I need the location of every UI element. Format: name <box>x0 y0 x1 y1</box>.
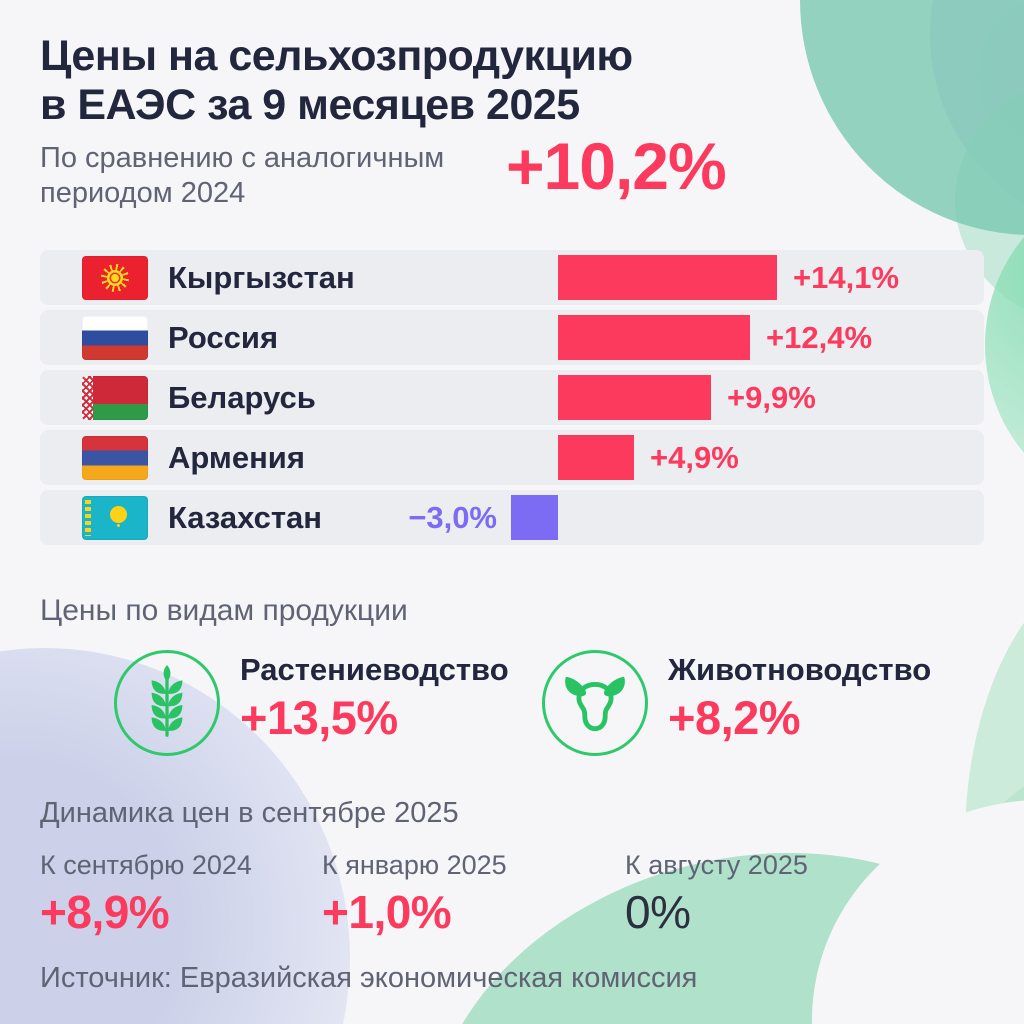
comparison-subtitle-line2: периодом 2024 <box>40 177 246 209</box>
product-name: Животноводство <box>668 652 932 687</box>
bar-value-label: +4,9% <box>650 439 739 475</box>
mint-blob-lower-right <box>965 560 1024 1024</box>
dynamics-label: К январю 2025 <box>322 850 507 880</box>
page-title-line2: в ЕАЭС за 9 месяцев 2025 <box>40 81 580 129</box>
country-name: Армения <box>168 439 305 475</box>
bar-value-label: +12,4% <box>766 319 873 355</box>
belarus-flag-icon <box>82 376 148 420</box>
total-change-value: +10,2% <box>506 129 727 203</box>
page-title-line1: Цены на сельхозпродукцию <box>40 32 633 80</box>
page-title: Цены на сельхозпродукцию в ЕАЭС за 9 мес… <box>40 32 633 130</box>
source-note: Источник: Евразийская экономическая коми… <box>40 962 698 994</box>
armenia-flag-icon <box>82 436 148 480</box>
product-value: +13,5% <box>240 691 398 744</box>
dynamics-item: К сентябрю 2024 +8,9% <box>40 850 252 939</box>
dynamics-label: К августу 2025 <box>625 850 808 880</box>
country-row: Кыргызстан +14,1% <box>40 250 984 305</box>
dynamics-value: 0% <box>625 886 691 938</box>
bar-value-label: +14,1% <box>793 259 900 295</box>
product-name: Растениеводство <box>240 652 509 687</box>
teal-blob-top-right <box>800 0 1024 235</box>
dynamics-item: К январю 2025 +1,0% <box>322 850 507 939</box>
country-name: Беларусь <box>168 379 316 415</box>
negative-bar <box>511 495 558 540</box>
country-name: Казахстан <box>168 499 323 535</box>
kyrgyzstan-flag-icon <box>82 256 148 300</box>
positive-bar <box>558 375 711 420</box>
bar-value-label: −3,0% <box>408 499 497 535</box>
dynamics-value: +1,0% <box>322 886 452 938</box>
dynamics-label: К сентябрю 2024 <box>40 850 252 880</box>
country-row: Казахстан −3,0% <box>40 490 984 545</box>
dynamics-item: К августу 2025 0% <box>625 850 808 939</box>
russia-flag-icon <box>82 316 148 360</box>
country-row: Беларусь +9,9% <box>40 370 984 425</box>
green-blob-bottom-right <box>905 760 1024 1024</box>
white-bump-bottom-right <box>812 800 1024 1024</box>
cow-icon <box>542 650 648 756</box>
lavender-blob-top-right <box>930 0 1024 240</box>
comparison-subtitle-line1: По сравнению с аналогичным <box>40 142 445 174</box>
country-row: Армения +4,9% <box>40 430 984 485</box>
mint-blob-right-edge <box>985 180 1024 510</box>
bar-value-label: +9,9% <box>727 379 816 415</box>
comparison-subtitle: По сравнению с аналогичным периодом 2024 <box>40 141 444 211</box>
country-row: Россия +12,4% <box>40 310 984 365</box>
country-name: Россия <box>168 319 279 355</box>
dynamics-value: +8,9% <box>40 886 170 938</box>
kazakhstan-flag-icon <box>82 496 148 540</box>
wheat-icon <box>114 650 220 756</box>
dynamics-heading: Динамика цен в сентябре 2025 <box>40 797 459 829</box>
positive-bar <box>558 315 750 360</box>
country-name: Кыргызстан <box>168 259 355 295</box>
country-bar-chart: Кыргызстан +14,1% Россия +12,4% Беларусь +9,9… <box>40 250 984 550</box>
positive-bar <box>558 435 634 480</box>
product-value: +8,2% <box>668 691 801 744</box>
products-heading: Цены по видам продукции <box>40 594 408 627</box>
positive-bar <box>558 255 777 300</box>
